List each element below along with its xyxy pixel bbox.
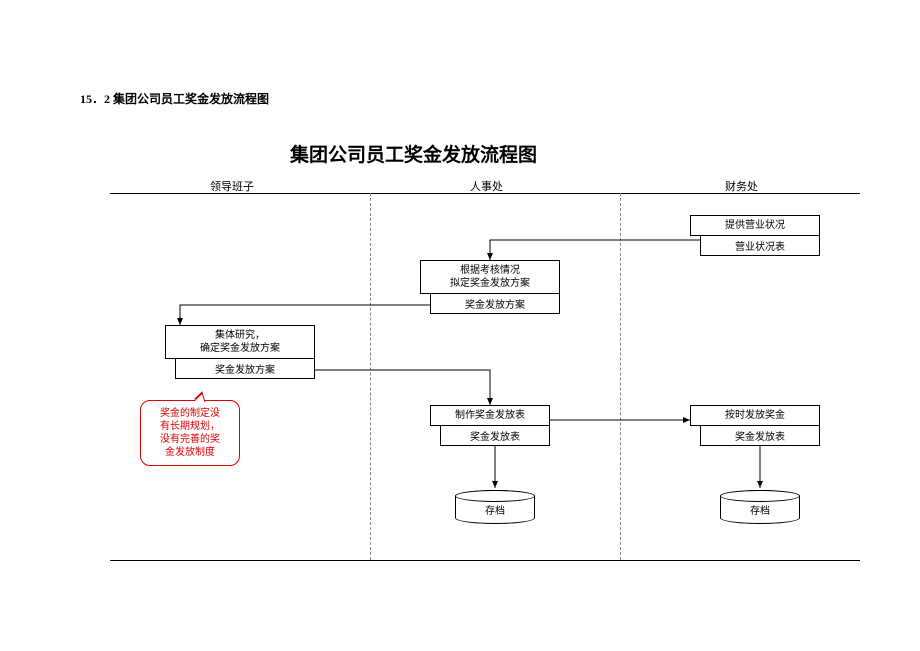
- node-pay-bonus-top: 按时发放奖金: [690, 405, 820, 426]
- section-number: 15．2 集团公司员工奖金发放流程图: [80, 90, 269, 107]
- diagram-title: 集团公司员工奖金发放流程图: [290, 140, 537, 167]
- node-archive-2: 存档: [720, 490, 800, 524]
- edge-n2-n3: [180, 305, 430, 325]
- lane-header-1: 领导班子: [210, 178, 254, 194]
- node-provide-status: 提供营业状况 营业状况表: [690, 215, 820, 256]
- edge-n3-n4: [315, 370, 490, 405]
- lane-divider-1: [370, 193, 371, 560]
- node-make-sheet-bot: 奖金发放表: [440, 425, 550, 446]
- node-provide-status-top: 提供营业状况: [690, 215, 820, 236]
- node-pay-bonus-bot: 奖金发放表: [700, 425, 820, 446]
- node-provide-status-bot: 营业状况表: [700, 235, 820, 256]
- edge-n1-n2: [490, 240, 700, 260]
- node-draft-plan-bot: 奖金发放方案: [430, 293, 560, 314]
- node-archive-2-label: 存档: [750, 502, 770, 517]
- lane-divider-2: [620, 193, 621, 560]
- node-draft-plan: 根据考核情况 拟定奖金发放方案 奖金发放方案: [420, 260, 560, 314]
- lane-header-2: 人事处: [470, 178, 503, 194]
- node-make-sheet-top: 制作奖金发放表: [430, 405, 550, 426]
- node-draft-plan-top: 根据考核情况 拟定奖金发放方案: [420, 260, 560, 294]
- node-confirm-plan: 集体研究， 确定奖金发放方案 奖金发放方案: [165, 325, 315, 379]
- node-confirm-plan-top: 集体研究， 确定奖金发放方案: [165, 325, 315, 359]
- callout-note: 奖金的制定没 有长期规划， 没有完善的奖 金发放制度: [140, 400, 240, 466]
- node-archive-1-label: 存档: [485, 502, 505, 517]
- lane-header-3: 财务处: [725, 178, 758, 194]
- node-pay-bonus: 按时发放奖金 奖金发放表: [690, 405, 820, 446]
- node-make-sheet: 制作奖金发放表 奖金发放表: [430, 405, 550, 446]
- node-confirm-plan-bot: 奖金发放方案: [175, 358, 315, 379]
- node-archive-1: 存档: [455, 490, 535, 524]
- swimlane-bottom-rule: [110, 560, 860, 561]
- swimlane-top-rule: [110, 193, 860, 194]
